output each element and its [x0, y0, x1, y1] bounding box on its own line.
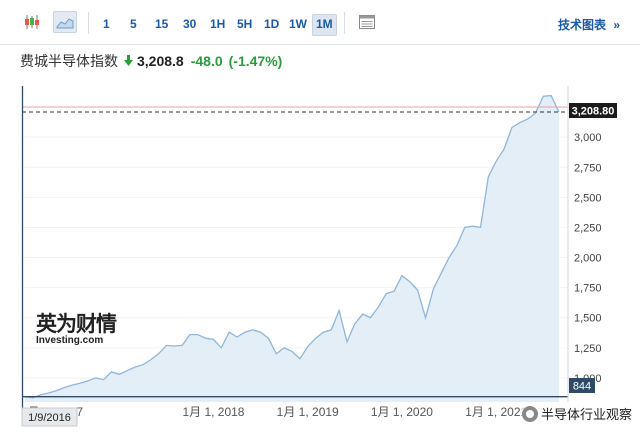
crosshair-value-tag: 844: [569, 378, 595, 393]
x-tick-label: 1月 1, 2018: [182, 405, 244, 419]
last-price: 3,208.8: [137, 53, 184, 69]
price-change: -48.0: [190, 53, 223, 69]
y-tick-label: 2,500: [574, 192, 602, 204]
timeframe-5h[interactable]: 5H: [237, 17, 253, 31]
x-tick-label: 1月 1, 2019: [277, 405, 339, 419]
price-chart[interactable]: 1,0001,2501,5001,7502,0002,2502,5002,750…: [0, 80, 640, 442]
chart-toolbar: 1 5 15 30 1H 5H 1D 1W 1M 技术图表 »: [0, 0, 640, 45]
quote-header: 费城半导体指数 3,208.8 -48.0 (-1.47%): [20, 50, 282, 72]
crosshair-date-tag: 1/9/2016: [21, 407, 78, 427]
last-price-tag-label: 3,208.80: [572, 106, 615, 118]
y-tick-label: 2,750: [574, 162, 602, 174]
x-tick-label: 1月 1, 2021: [465, 405, 527, 419]
brand-logo-text: 英为财情: [36, 312, 117, 336]
timeframe-30[interactable]: 30: [183, 17, 197, 31]
toolbar-divider: [88, 12, 89, 34]
table-view-icon[interactable]: [355, 11, 379, 33]
wechat-watermark: 半导体行业观察: [521, 404, 632, 423]
x-tick-label: 1月 1, 2020: [371, 405, 433, 419]
timeframe-1d[interactable]: 1D: [264, 17, 280, 31]
wechat-logo-icon: [521, 405, 538, 422]
timeframe-1h[interactable]: 1H: [210, 17, 226, 31]
y-tick-label: 2,250: [574, 222, 602, 234]
y-tick-label: 1,500: [574, 313, 602, 325]
timeframe-1m[interactable]: 1M: [312, 14, 337, 36]
double-chevron-right-icon: »: [613, 18, 620, 32]
brand-sub-text: Investing.com: [36, 335, 103, 346]
y-tick-label: 2,000: [574, 253, 602, 265]
crosshair-date-label: 1/9/2016: [28, 412, 71, 424]
timeframe-1w[interactable]: 1W: [289, 17, 307, 31]
crosshair-value-label: 844: [573, 381, 591, 393]
y-tick-label: 1,750: [574, 283, 602, 295]
technical-chart-label: 技术图表: [557, 18, 606, 32]
technical-chart-link[interactable]: 技术图表 »: [558, 16, 620, 33]
price-area-fill: [25, 95, 559, 402]
y-tick-label: 3,000: [574, 132, 602, 144]
last-price-tag: 3,208.80: [569, 103, 617, 118]
timeframe-1[interactable]: 1: [103, 17, 110, 31]
timeframe-15[interactable]: 15: [155, 17, 169, 31]
y-tick-label: 1,250: [574, 343, 602, 355]
investing-logo: 英为财情 Investing.com: [36, 312, 118, 346]
candlestick-icon[interactable]: [20, 11, 44, 33]
price-line: [24, 94, 560, 399]
price-change-percent: (-1.47%): [228, 53, 283, 69]
down-arrow-icon: [124, 53, 133, 69]
watermark-text: 半导体行业观察: [540, 407, 632, 422]
toolbar-divider: [344, 12, 345, 34]
timeframe-5[interactable]: 5: [130, 17, 137, 31]
area-chart-icon[interactable]: [53, 11, 77, 33]
index-title: 费城半导体指数: [20, 53, 118, 69]
